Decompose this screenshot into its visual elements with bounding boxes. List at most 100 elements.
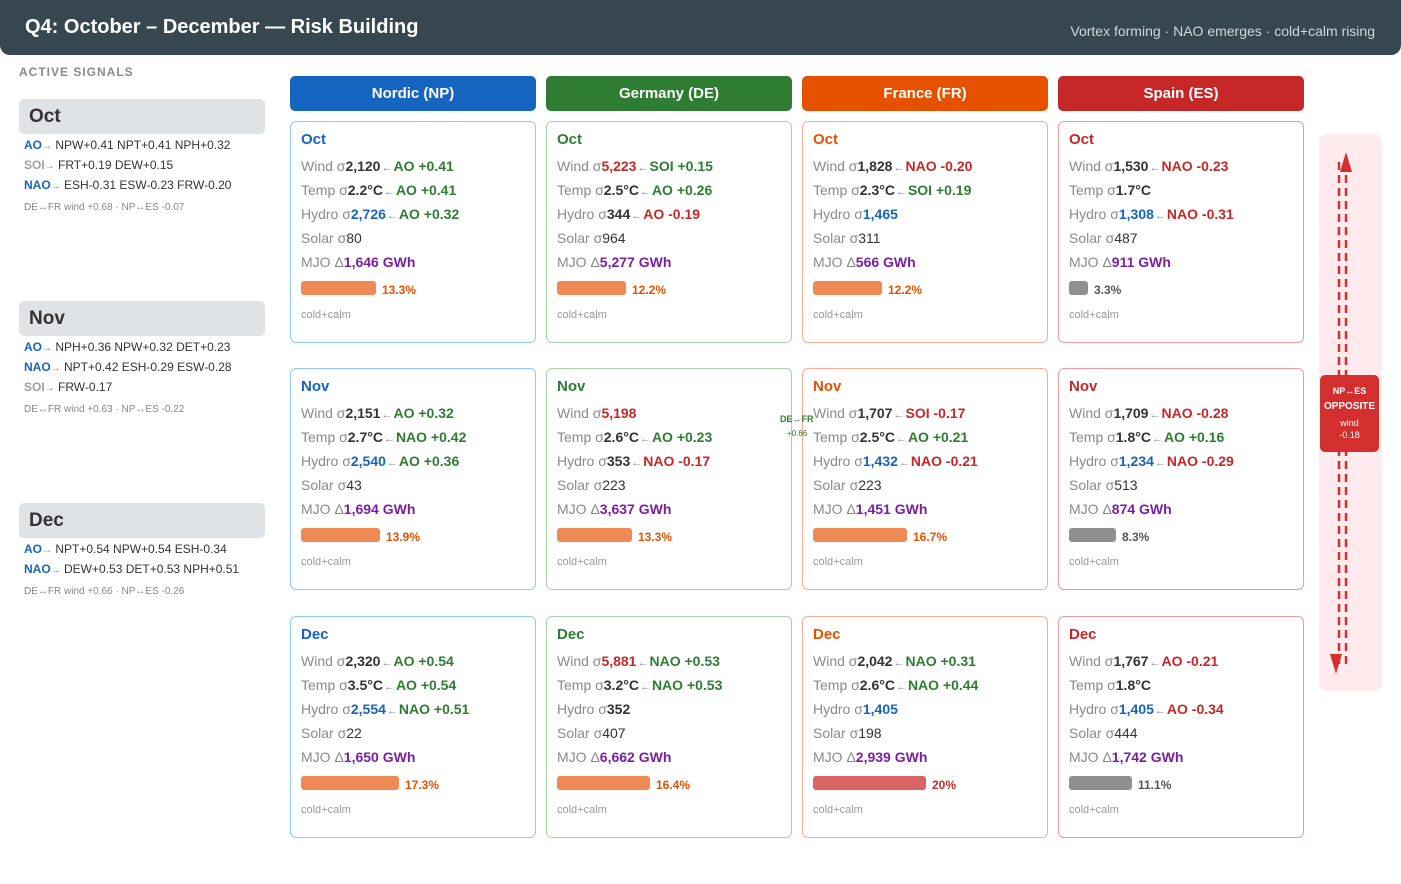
- driver-arrow: ←: [386, 457, 398, 469]
- solar-value: 487: [1114, 230, 1138, 246]
- temp-label: Temp σ: [1069, 677, 1116, 693]
- country-header: Nordic (NP): [290, 76, 536, 111]
- signal-arrow: →: [42, 343, 52, 354]
- signal-arrow: →: [44, 161, 55, 172]
- risk-bar: [1069, 528, 1116, 542]
- country-month-card: Nov Wind σ2,151←AO +0.32 Temp σ2.7°C←NAO +…: [290, 368, 536, 590]
- wind-label: Wind σ: [813, 158, 858, 174]
- country-month-card: Nov Wind σ5,198 Temp σ2.6°C←AO +0.23 Hydro …: [546, 368, 792, 590]
- hydro-label: Hydro σ: [557, 206, 607, 222]
- wind-label: Wind σ: [301, 653, 346, 669]
- temp-driver: AO +0.23: [651, 429, 713, 445]
- risk-bar: [301, 528, 380, 542]
- temp-row: Temp σ1.7°C: [1069, 182, 1151, 198]
- hydro-row: Hydro σ353←NAO -0.17: [557, 453, 710, 469]
- temp-value: 2.6°C: [603, 429, 639, 445]
- card-month: Dec: [301, 626, 329, 643]
- risk-bar: [301, 776, 399, 790]
- risk-tag: cold+calm: [813, 804, 863, 816]
- solar-row: Solar σ487: [1069, 230, 1138, 246]
- solar-value: 22: [346, 725, 362, 741]
- signal-index: NAO: [24, 360, 51, 374]
- hydro-label: Hydro σ: [301, 453, 351, 469]
- signal-index: SOI: [24, 158, 45, 172]
- hydro-label: Hydro σ: [813, 453, 863, 469]
- hydro-value: 2,540: [350, 453, 386, 469]
- wind-value: 5,881: [601, 653, 637, 669]
- card-month: Dec: [557, 626, 585, 643]
- signal-arrow: →: [44, 383, 55, 394]
- opposite-label: OPPOSITE: [1323, 401, 1376, 412]
- solar-label: Solar σ: [557, 230, 603, 246]
- temp-driver: AO +0.26: [651, 182, 713, 198]
- country-month-card: Dec Wind σ1,767←AO -0.21 Temp σ1.8°C Hydro …: [1058, 616, 1304, 838]
- signal-arrow: →: [42, 545, 52, 556]
- risk-percent: 12.2%: [888, 283, 923, 297]
- mjo-row: MJO Δ1,646 GWh: [301, 254, 415, 270]
- country-month-card: Oct Wind σ1,828←NAO -0.20 Temp σ2.3°C←SOI …: [802, 121, 1048, 343]
- solar-row: Solar σ43: [301, 477, 362, 493]
- solar-label: Solar σ: [1069, 230, 1115, 246]
- card-month: Oct: [813, 131, 839, 148]
- temp-driver: SOI +0.19: [907, 182, 972, 198]
- temp-label: Temp σ: [1069, 429, 1116, 445]
- driver-arrow: ←: [639, 681, 651, 693]
- hydro-driver: AO +0.36: [398, 453, 460, 469]
- hydro-row: Hydro σ2,726←AO +0.32: [301, 206, 459, 222]
- signal-arrow: →: [50, 363, 61, 374]
- solar-label: Solar σ: [557, 725, 603, 741]
- risk-bar: [301, 281, 376, 295]
- risk-tag: cold+calm: [557, 804, 607, 816]
- signal-index: NAO: [24, 178, 51, 192]
- driver-arrow: ←: [383, 681, 395, 693]
- signals-heading: ACTIVE SIGNALS: [19, 65, 134, 79]
- driver-arrow: ←: [381, 657, 393, 669]
- solar-row: Solar σ964: [557, 230, 626, 246]
- temp-value: 1.8°C: [1115, 677, 1151, 693]
- hydro-label: Hydro σ: [1069, 206, 1119, 222]
- solar-value: 198: [858, 725, 882, 741]
- risk-percent: 13.9%: [386, 530, 421, 544]
- hydro-label: Hydro σ: [1069, 701, 1119, 717]
- driver-arrow: ←: [637, 162, 649, 174]
- risk-tag: cold+calm: [1069, 556, 1119, 568]
- solar-row: Solar σ513: [1069, 477, 1138, 493]
- solar-value: 43: [346, 477, 362, 493]
- mjo-label: MJO Δ: [557, 501, 600, 517]
- solar-label: Solar σ: [1069, 477, 1115, 493]
- hydro-value: 1,405: [862, 701, 898, 717]
- hydro-value: 344: [606, 206, 631, 222]
- signal-text: NPT+0.54 NPW+0.54 ESH-0.34: [55, 542, 227, 556]
- hydro-label: Hydro σ: [557, 453, 607, 469]
- risk-percent: 13.3%: [638, 530, 673, 544]
- driver-arrow: ←: [1149, 409, 1161, 421]
- solar-label: Solar σ: [813, 725, 859, 741]
- hydro-driver: NAO +0.51: [398, 701, 470, 717]
- driver-arrow: ←: [637, 657, 649, 669]
- solar-value: 80: [346, 230, 362, 246]
- temp-driver: NAO +0.53: [651, 677, 723, 693]
- page-subtitle: Vortex forming · NAO emerges · cold+calm…: [1070, 23, 1375, 39]
- hydro-driver: NAO -0.29: [1166, 453, 1234, 469]
- wind-row: Wind σ5,223←SOI +0.15: [557, 158, 713, 174]
- hydro-row: Hydro σ1,234←NAO -0.29: [1069, 453, 1234, 469]
- risk-percent: 11.1%: [1138, 778, 1172, 792]
- driver-arrow: ←: [639, 433, 651, 445]
- country-header: Germany (DE): [546, 76, 792, 111]
- wind-value: 1,828: [857, 158, 893, 174]
- risk-tag: cold+calm: [1069, 309, 1119, 321]
- temp-row: Temp σ2.6°C←AO +0.23: [557, 429, 712, 445]
- wind-row: Wind σ2,120←AO +0.41: [301, 158, 454, 174]
- temp-label: Temp σ: [557, 677, 604, 693]
- wind-label: Wind σ: [813, 405, 858, 421]
- driver-arrow: ←: [895, 186, 907, 198]
- temp-row: Temp σ2.2°C←AO +0.41: [301, 182, 456, 198]
- driver-arrow: ←: [383, 433, 395, 445]
- mjo-value: 1,694 GWh: [343, 501, 416, 517]
- risk-bar: [813, 528, 907, 542]
- temp-row: Temp σ3.5°C←AO +0.54: [301, 677, 456, 693]
- country-month-card: Oct Wind σ5,223←SOI +0.15 Temp σ2.5°C←AO +…: [546, 121, 792, 343]
- temp-label: Temp σ: [301, 677, 348, 693]
- risk-tag: cold+calm: [557, 309, 607, 321]
- temp-row: Temp σ1.8°C←AO +0.16: [1069, 429, 1224, 445]
